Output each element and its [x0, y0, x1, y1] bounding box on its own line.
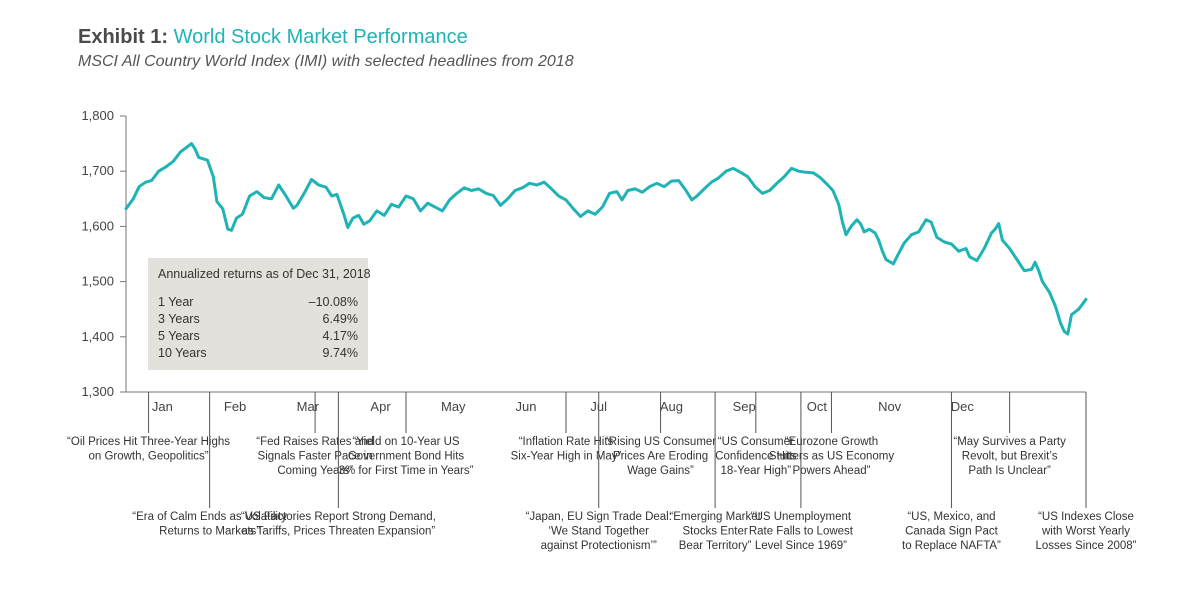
headline-line: Powers Ahead”	[792, 465, 870, 477]
returns-row: 10 Years 9.74%	[158, 346, 358, 363]
chart-subtitle: MSCI All Country World Index (IMI) with …	[78, 53, 574, 70]
x-tick-label: Dec	[951, 399, 975, 414]
headline-annotation: “US Indexes Close with Worst Yearly Losses…	[1035, 511, 1136, 552]
headline-annotation: “US Consumer Confidence Hits 18-Year High”	[715, 436, 796, 477]
headline-line: “Inflation Rate Hits	[519, 436, 614, 448]
y-tick-label: 1,300	[81, 384, 114, 399]
headline-line: “Yield on 10-Year US	[352, 436, 460, 448]
y-tick-label: 1,400	[81, 329, 114, 344]
headline-line: as Tariffs, Prices Threaten Expansion”	[242, 526, 436, 538]
headline-annotation: “US, Mexico, and Canada Sign Pact to Repla…	[902, 511, 1001, 552]
x-tick-label: Apr	[370, 399, 391, 414]
headline-annotation: “Oil Prices Hit Three-Year Highs on Growt…	[67, 436, 230, 463]
returns-value: 6.49%	[322, 312, 358, 326]
headline-line: Wage Gains”	[627, 465, 694, 477]
headline-annotation: “Era of Calm Ends as Volatility Returns t…	[132, 511, 287, 538]
headline-annotation: “Inflation Rate Hits Six-Year High in May…	[511, 436, 622, 463]
x-tick-label: May	[441, 399, 466, 414]
headline-line: against Protectionism’”	[541, 540, 657, 552]
headline-line: “Rising US Consumer	[605, 436, 716, 448]
headline-line: Canada Sign Pact	[905, 526, 999, 538]
y-tick-label: 1,600	[81, 218, 114, 233]
headline-line: 18-Year High”	[721, 465, 792, 477]
headline-annotation: “Fed Raises Rates and Signals Faster Pace…	[256, 436, 374, 477]
headline-line: Six-Year High in May”	[511, 451, 622, 463]
headline-line: 3% for First Time in Years”	[339, 465, 474, 477]
headline-annotation: “May Survives a Party Revolt, but Brexit’…	[953, 436, 1066, 477]
returns-value: 4.17%	[322, 329, 358, 343]
x-tick-label: Jun	[516, 399, 537, 414]
headline-annotation: “Rising US Consumer Prices Are Eroding Wag…	[605, 436, 716, 477]
headline-line: “Era of Calm Ends as Volatility	[132, 511, 287, 523]
headline-line: Returns to Markets”	[159, 526, 260, 538]
y-tick-label: 1,800	[81, 108, 114, 123]
headline-line: “Emerging Market	[669, 511, 761, 523]
headline-line: ‘We Stand Together	[548, 526, 649, 538]
returns-label: 3 Years	[158, 312, 200, 326]
returns-label: 5 Years	[158, 329, 200, 343]
headline-line: on Growth, Geopolitics”	[88, 451, 208, 463]
headline-line: Government Bond Hits	[348, 451, 465, 463]
headline-annotation: “US Unemployment Rate Falls to Lowest Leve…	[749, 511, 854, 552]
returns-label: 10 Years	[158, 346, 207, 360]
headline-line: “US Factories Report Strong Demand,	[241, 511, 436, 523]
headline-line: “Japan, EU Sign Trade Deal:	[526, 511, 672, 523]
y-tick-label: 1,700	[81, 163, 114, 178]
headline-line: to Replace NAFTA”	[902, 540, 1001, 552]
headline-line: Rate Falls to Lowest	[749, 526, 854, 538]
x-tick-label: Oct	[807, 399, 828, 414]
title-lead: Exhibit 1:	[78, 26, 169, 48]
returns-table-title: Annualized returns as of Dec 31, 2018	[158, 267, 371, 281]
x-tick-label: Jan	[152, 399, 173, 414]
headline-line: Bear Territory”	[679, 540, 752, 552]
headline-line: “US Unemployment	[751, 511, 852, 523]
headline-line: “Fed Raises Rates and	[256, 436, 374, 448]
x-tick-label: Aug	[660, 399, 683, 414]
headline-line: Stocks Enter	[682, 526, 747, 538]
headline-line: Stutters as US Economy	[769, 451, 895, 463]
headline-line: Losses Since 2008”	[1035, 540, 1136, 552]
headline-line: “Eurozone Growth	[785, 436, 878, 448]
headline-line: Revolt, but Brexit’s	[962, 451, 1058, 463]
returns-table: Annualized returns as of Dec 31, 2018 1 …	[148, 258, 371, 370]
headline-line: with Worst Yearly	[1041, 526, 1130, 538]
headline-line: “US, Mexico, and	[907, 511, 995, 523]
headline-line: Signals Faster Pace in	[258, 451, 373, 463]
headline-line: Confidence Hits	[715, 451, 796, 463]
headline-annotation: “Emerging Market Stocks Enter Bear Territo…	[669, 511, 761, 552]
returns-row: 5 Years 4.17%	[158, 329, 358, 346]
title-main: World Stock Market Performance	[173, 26, 468, 48]
headline-line: “Oil Prices Hit Three-Year Highs	[67, 436, 230, 448]
headline-line: Prices Are Eroding	[613, 451, 708, 463]
returns-value: –10.08%	[308, 295, 358, 309]
y-tick-label: 1,500	[81, 274, 114, 289]
headline-annotation: “US Factories Report Strong Demand, as Ta…	[241, 511, 436, 538]
returns-row: 1 Year –10.08%	[158, 295, 358, 312]
x-tick-label: Mar	[297, 399, 320, 414]
headline-line: Coming Years”	[277, 465, 353, 477]
headline-line: “May Survives a Party	[953, 436, 1066, 448]
headline-annotation: “Japan, EU Sign Trade Deal: ‘We Stand Tog…	[526, 511, 672, 552]
chart-title: Exhibit 1: World Stock Market Performanc…	[78, 26, 468, 49]
returns-label: 1 Year	[158, 295, 194, 309]
headline-line: “US Consumer	[718, 436, 794, 448]
x-tick-label: Sep	[733, 399, 756, 414]
headline-annotation: “Eurozone Growth Stutters as US Economy Po…	[769, 436, 895, 477]
x-tick-label: Nov	[878, 399, 902, 414]
index-line	[124, 142, 1088, 336]
headline-line: “US Indexes Close	[1038, 511, 1134, 523]
x-tick-label: Feb	[224, 399, 246, 414]
returns-row: 3 Years 6.49%	[158, 312, 358, 329]
headline-line: Level Since 1969”	[755, 540, 847, 552]
headline-annotation: “Yield on 10-Year US Government Bond Hits…	[339, 436, 474, 477]
headline-line: Path Is Unclear”	[968, 465, 1051, 477]
returns-value: 9.74%	[322, 346, 358, 360]
